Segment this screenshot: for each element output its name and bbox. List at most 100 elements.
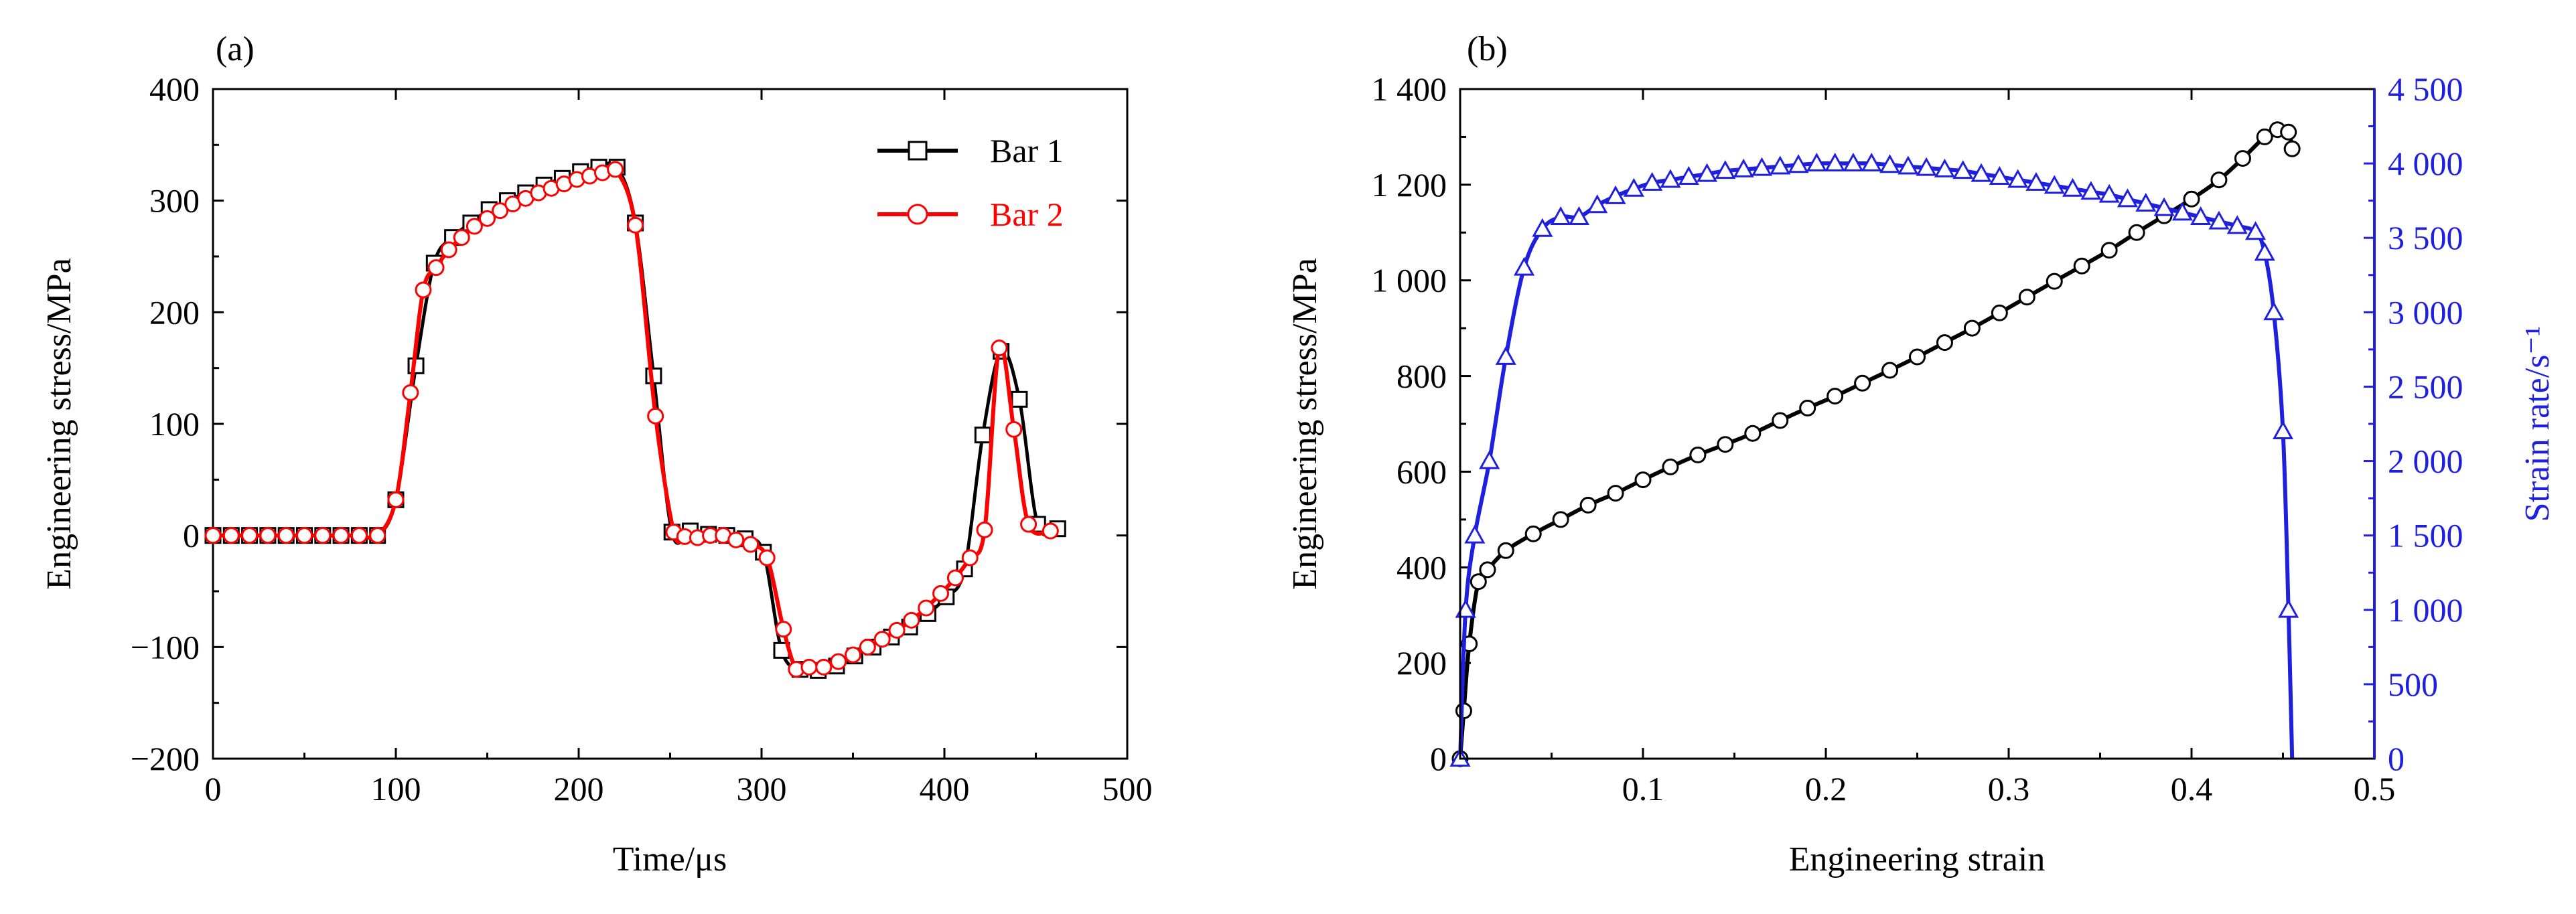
data-point bbox=[647, 407, 664, 425]
data-point bbox=[1642, 171, 1663, 191]
data-point bbox=[1464, 524, 1486, 544]
panel-b-y-axis-title: Engineering stress/MPa bbox=[1286, 258, 1324, 589]
data-point bbox=[314, 527, 332, 544]
data-point bbox=[1689, 446, 1707, 463]
data-point bbox=[1806, 153, 1827, 172]
series-bar-2 bbox=[204, 161, 1059, 678]
data-point bbox=[918, 599, 935, 617]
data-point bbox=[1733, 158, 1754, 177]
legend-label-bar2: Bar 2 bbox=[990, 196, 1064, 233]
data-point bbox=[2062, 177, 2084, 197]
data-point bbox=[1634, 471, 1652, 489]
data-point bbox=[2208, 210, 2230, 230]
data-point bbox=[903, 611, 920, 629]
data-point bbox=[1514, 256, 1535, 276]
b-y2-tick-label: 4 000 bbox=[2388, 145, 2463, 182]
data-point bbox=[1550, 206, 1571, 226]
b-y-tick-label: 200 bbox=[1397, 644, 1447, 682]
b-y-tick-label: 600 bbox=[1397, 453, 1447, 490]
data-point bbox=[1005, 421, 1023, 438]
data-point bbox=[873, 631, 891, 648]
a-y-tick-label: 200 bbox=[149, 293, 200, 331]
data-point bbox=[2018, 289, 2035, 306]
data-point bbox=[1568, 206, 1589, 226]
b-x-tick-label: 0.4 bbox=[2171, 770, 2213, 808]
data-point bbox=[1495, 346, 1516, 365]
series-line bbox=[212, 164, 1052, 674]
data-point bbox=[932, 585, 950, 602]
data-point bbox=[1662, 458, 1679, 475]
data-point bbox=[946, 569, 964, 587]
data-point bbox=[1479, 450, 1500, 469]
data-point bbox=[2046, 273, 2063, 290]
data-point bbox=[1020, 516, 1037, 533]
legend-marker-bar1 bbox=[908, 141, 928, 161]
b-y-tick-label: 400 bbox=[1397, 548, 1447, 586]
series-line bbox=[1458, 161, 2295, 759]
data-point bbox=[2128, 224, 2145, 241]
data-point bbox=[1532, 218, 1553, 237]
data-point bbox=[1989, 166, 2010, 185]
data-point bbox=[888, 621, 906, 639]
data-point bbox=[204, 527, 222, 544]
a-x-tick-label: 100 bbox=[371, 770, 421, 808]
data-point bbox=[2153, 197, 2175, 216]
data-point bbox=[2135, 193, 2157, 212]
data-point bbox=[974, 427, 991, 444]
panel-a-x-axis-title: Time/μs bbox=[613, 840, 727, 879]
panel-b-x-axis-title: Engineering strain bbox=[1789, 840, 2046, 879]
b-y-tick-label: 1 400 bbox=[1372, 70, 1447, 108]
data-point bbox=[1963, 319, 1981, 337]
data-point bbox=[2025, 171, 2047, 191]
data-point bbox=[2283, 140, 2301, 157]
data-point bbox=[2272, 421, 2294, 440]
data-point bbox=[350, 527, 368, 544]
data-point bbox=[1678, 166, 1699, 185]
b-y2-tick-label: 2 000 bbox=[2388, 443, 2463, 480]
data-point bbox=[961, 549, 979, 566]
data-point bbox=[1042, 522, 1059, 540]
data-point bbox=[259, 527, 277, 544]
b-y2-tick-label: 1 500 bbox=[2388, 517, 2463, 554]
b-x-tick-label: 0.1 bbox=[1622, 770, 1664, 808]
data-point bbox=[1934, 158, 1955, 177]
legend-label-bar1: Bar 1 bbox=[990, 132, 1064, 169]
data-point bbox=[1770, 155, 1791, 175]
data-point bbox=[2280, 123, 2297, 141]
data-point bbox=[492, 202, 509, 220]
b-x-tick-label: 0.3 bbox=[1988, 770, 2030, 808]
data-point bbox=[466, 218, 483, 235]
data-point bbox=[1916, 157, 1937, 176]
b-y-tick-label: 0 bbox=[1430, 740, 1447, 777]
data-point bbox=[1552, 511, 1569, 528]
data-point bbox=[1799, 399, 1816, 416]
data-point bbox=[991, 339, 1008, 357]
data-point bbox=[607, 161, 624, 178]
data-point bbox=[1751, 157, 1772, 176]
data-point bbox=[1843, 153, 1864, 172]
data-point bbox=[1879, 154, 1901, 173]
b-x-tick-label: 0.2 bbox=[1805, 770, 1847, 808]
b-y2-tick-label: 2 500 bbox=[2388, 368, 2463, 405]
data-point bbox=[845, 646, 861, 664]
data-point bbox=[453, 229, 470, 246]
a-x-tick-label: 0 bbox=[205, 770, 222, 808]
data-point bbox=[415, 281, 432, 299]
data-point bbox=[1827, 388, 1844, 405]
data-point bbox=[1715, 160, 1736, 179]
a-x-tick-label: 500 bbox=[1102, 770, 1153, 808]
data-point bbox=[1607, 485, 1624, 502]
data-point bbox=[2183, 190, 2200, 208]
b-y2-tick-label: 0 bbox=[2388, 740, 2405, 777]
series-engineering-stress bbox=[1451, 121, 2301, 767]
data-point bbox=[815, 658, 833, 676]
data-point bbox=[1971, 163, 1992, 182]
data-point bbox=[222, 527, 240, 544]
data-point bbox=[1623, 177, 1644, 197]
data-point bbox=[241, 527, 259, 544]
data-point bbox=[277, 527, 295, 544]
data-point bbox=[1717, 436, 1734, 453]
data-point bbox=[2100, 242, 2118, 259]
data-point bbox=[2226, 215, 2248, 234]
